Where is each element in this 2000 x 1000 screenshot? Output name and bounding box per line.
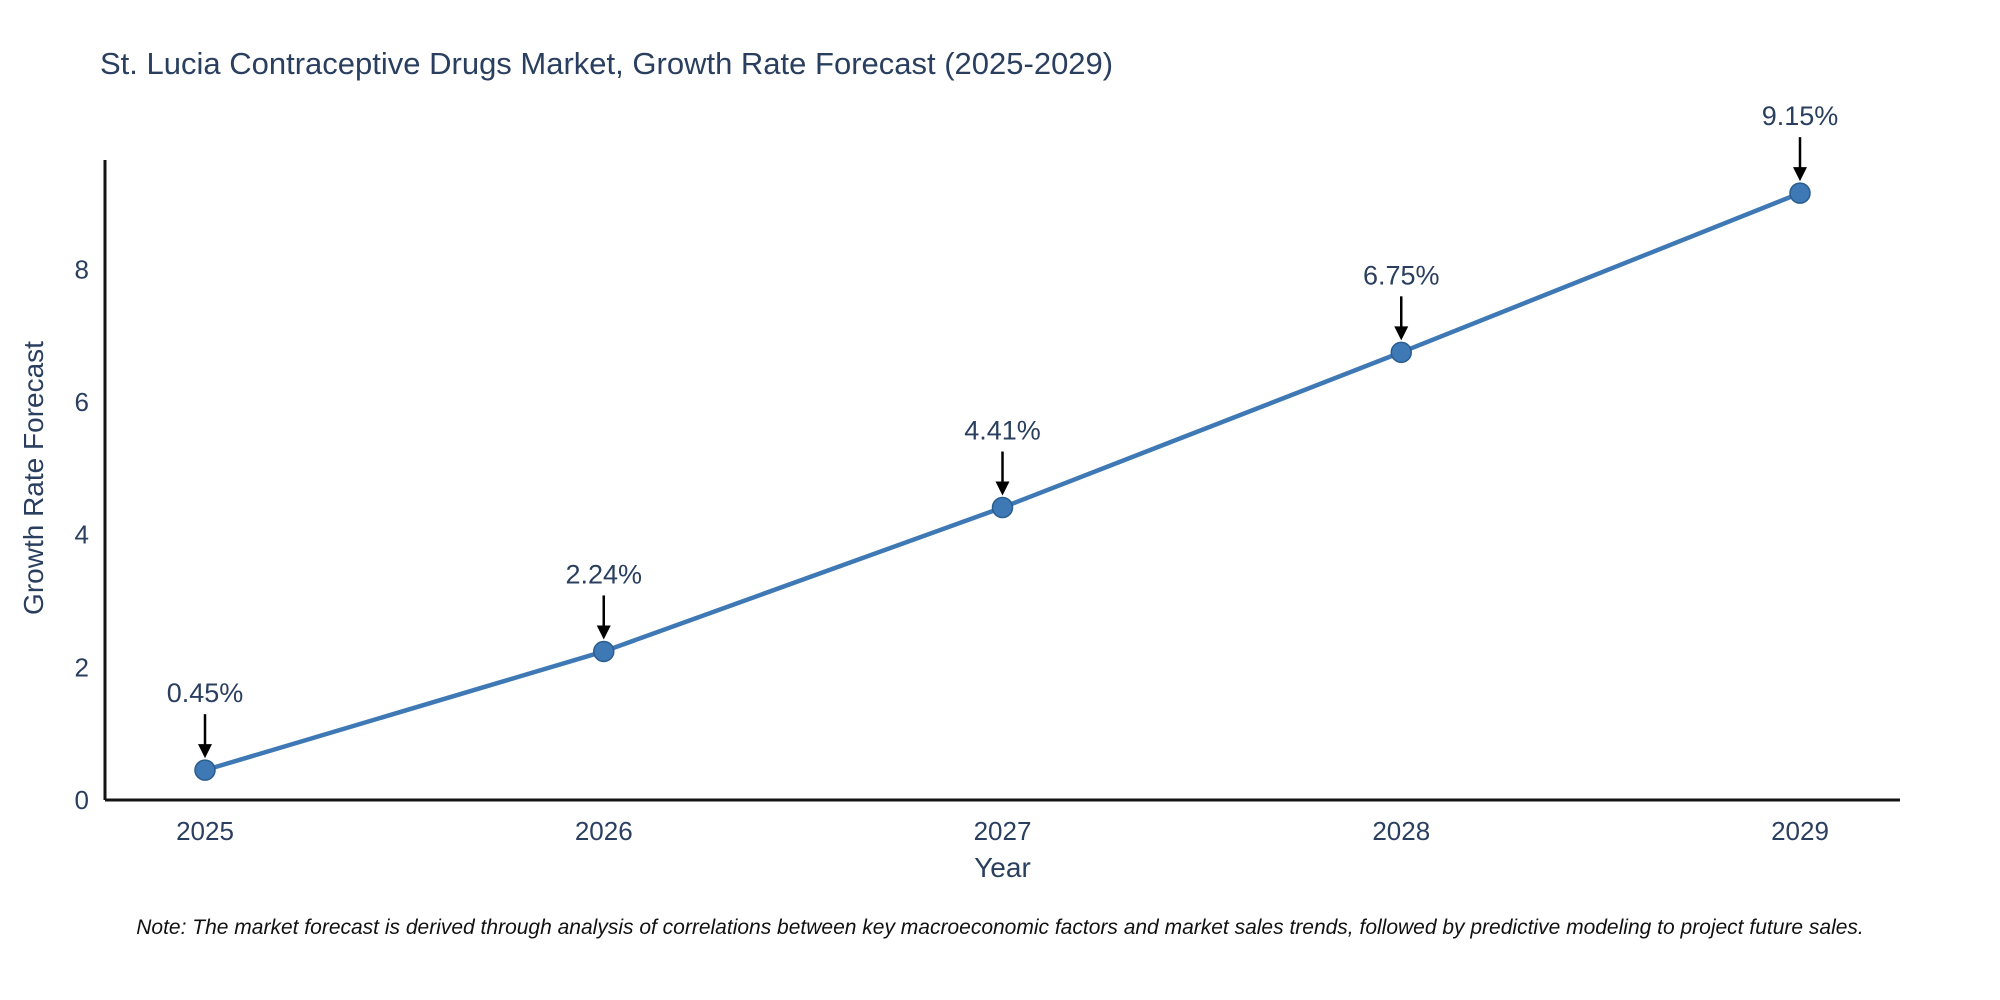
annotation-arrowhead [995, 481, 1010, 496]
x-axis-title: Year [974, 852, 1031, 883]
data-point [991, 496, 1014, 519]
annotation-arrowhead [198, 744, 212, 759]
annotation-arrowhead [1793, 167, 1807, 182]
annotation-label: 6.75% [1363, 260, 1440, 290]
data-point [1390, 341, 1412, 364]
annotation-label: 4.41% [964, 416, 1041, 446]
y-tick-label: 6 [75, 387, 89, 417]
data-point [194, 759, 216, 781]
x-tick-label: 2029 [1771, 816, 1829, 846]
chart-title: St. Lucia Contraceptive Drugs Market, Gr… [100, 46, 1114, 81]
annotation-arrowhead [596, 625, 611, 640]
y-tick-label: 0 [75, 785, 89, 815]
x-tick-label: 2028 [1372, 816, 1430, 846]
annotation-label: 9.15% [1762, 101, 1839, 131]
y-tick-label: 4 [75, 520, 89, 550]
y-tick-label: 8 [75, 254, 89, 284]
x-tick-label: 2025 [176, 816, 234, 846]
footnote: Note: The market forecast is derived thr… [136, 916, 1864, 939]
annotation-label: 0.45% [167, 678, 244, 708]
annotation-arrowhead [1394, 326, 1409, 341]
data-point [593, 640, 615, 663]
x-tick-label: 2027 [974, 816, 1032, 846]
x-tick-label: 2026 [575, 816, 633, 846]
annotation-label: 2.24% [565, 559, 642, 589]
data-point [1789, 182, 1811, 204]
y-tick-label: 2 [75, 652, 89, 682]
y-axis-title: Growth Rate Forecast [18, 341, 49, 615]
